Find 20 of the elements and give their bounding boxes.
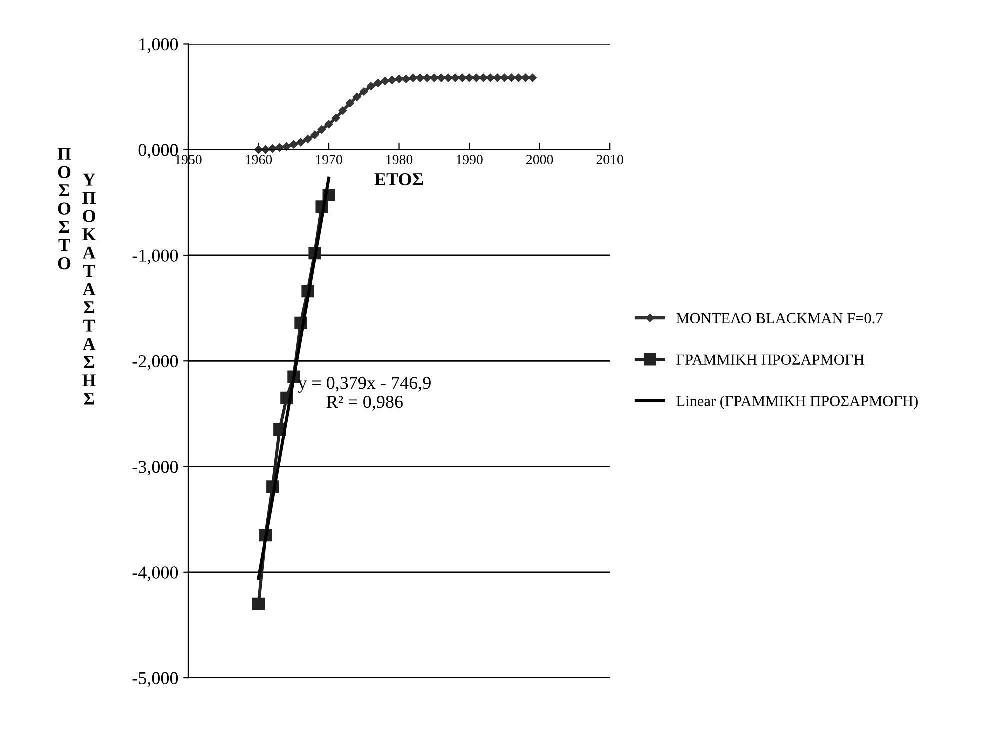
- x-tick-label: 2010: [596, 155, 624, 164]
- legend-label: Linear (ΓΡΑΜΜΙΚΗ ΠΡΟΣΑΡΜΟΓΗ): [676, 396, 918, 410]
- y-tick-label: 1,000: [140, 38, 178, 54]
- y-tick-label: -4,000: [132, 566, 178, 582]
- x-tick-label: 1980: [386, 155, 413, 164]
- x-tick-label: 2000: [526, 155, 554, 164]
- text: ΥΠΟΚΑΤΑΣΤΑΣΗΣ: [82, 174, 96, 405]
- text: ΠΟΣΟΣΤΟ: [58, 148, 72, 270]
- legend-label: ΓΡΑΜΜΙΚΗ ΠΡΟΣΑΡΜΟΓΗ: [676, 354, 864, 365]
- annotation: y = 0,379x - 746,9 R² = 0,986: [298, 377, 431, 411]
- x-tick-label: 1970: [316, 155, 342, 164]
- y-tick-label: -5,000: [132, 672, 178, 688]
- legend-label: ΜΟΝΤΕΛΟ BLACKMAN F=0.7: [676, 313, 883, 324]
- x-tick-label: 1990: [456, 155, 483, 164]
- y-tick-label: -1,000: [132, 250, 178, 265]
- y-tick-label: 0,000: [138, 144, 178, 159]
- y-tick-label: -2,000: [132, 355, 178, 370]
- x-tick-label: 1960: [246, 155, 272, 164]
- y-tick-label: -3,000: [132, 461, 178, 476]
- x-axis-title: ΕΤΟΣ: [374, 173, 424, 186]
